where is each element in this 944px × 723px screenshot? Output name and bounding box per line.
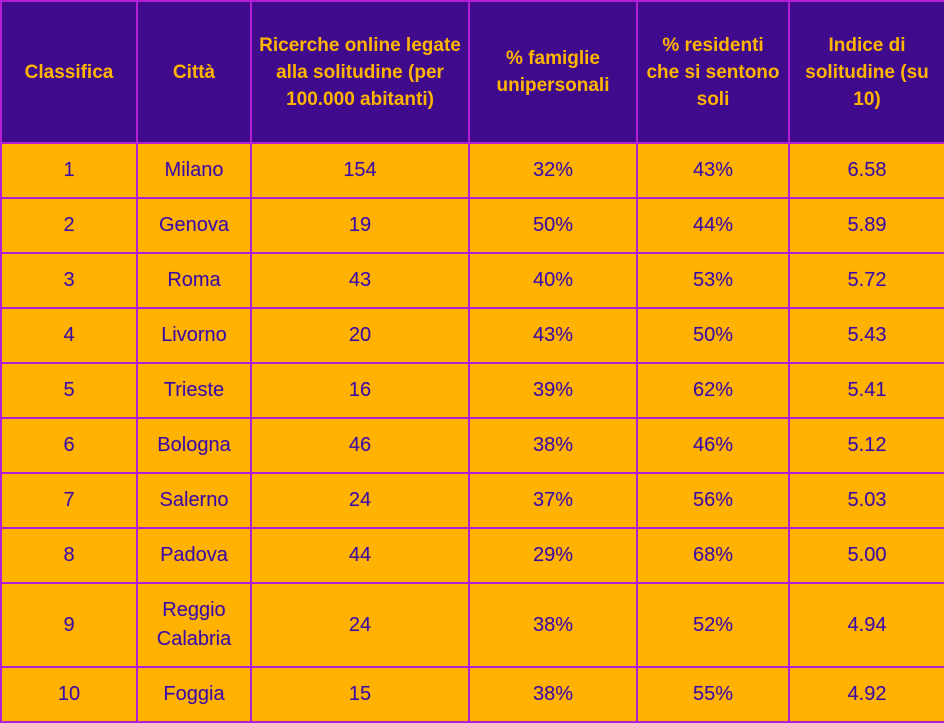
famiglie-cell: 29% — [468, 527, 638, 584]
rank-cell: 10 — [0, 666, 138, 723]
city-cell: Genova — [136, 197, 252, 254]
rank-cell: 2 — [0, 197, 138, 254]
table-row: 8 Padova 44 29% 68% 5.00 — [0, 527, 944, 584]
table-row: 9 Reggio Calabria 24 38% 52% 4.94 — [0, 582, 944, 668]
table-body: 1 Milano 154 32% 43% 6.58 2 Genova 19 50% 44% 5.89 3… — [0, 142, 944, 723]
city-cell: Bologna — [136, 417, 252, 474]
rank-cell: 4 — [0, 307, 138, 364]
rank-cell: 8 — [0, 527, 138, 584]
indice-cell: 5.00 — [788, 527, 944, 584]
city-cell: Livorno — [136, 307, 252, 364]
indice-cell: 5.72 — [788, 252, 944, 309]
city-cell: Reggio Calabria — [136, 582, 252, 668]
famiglie-cell: 38% — [468, 417, 638, 474]
city-cell: Padova — [136, 527, 252, 584]
indice-cell: 5.89 — [788, 197, 944, 254]
table-row: 1 Milano 154 32% 43% 6.58 — [0, 142, 944, 199]
ricerche-cell: 44 — [250, 527, 470, 584]
ricerche-cell: 24 — [250, 472, 470, 529]
column-header-famiglie-unipersonali: % famiglie unipersonali — [468, 0, 638, 144]
ricerche-cell: 19 — [250, 197, 470, 254]
residenti-cell: 46% — [636, 417, 790, 474]
column-header-ricerche-online: Ricerche online legate alla solitudine (… — [250, 0, 470, 144]
column-header-residenti-soli: % residenti che si sentono soli — [636, 0, 790, 144]
ricerche-cell: 24 — [250, 582, 470, 668]
table-row: 4 Livorno 20 43% 50% 5.43 — [0, 307, 944, 364]
table-row: 2 Genova 19 50% 44% 5.89 — [0, 197, 944, 254]
city-cell: Foggia — [136, 666, 252, 723]
famiglie-cell: 37% — [468, 472, 638, 529]
residenti-cell: 68% — [636, 527, 790, 584]
ricerche-cell: 16 — [250, 362, 470, 419]
column-header-citta: Città — [136, 0, 252, 144]
table-row: 6 Bologna 46 38% 46% 5.12 — [0, 417, 944, 474]
famiglie-cell: 38% — [468, 582, 638, 668]
residenti-cell: 62% — [636, 362, 790, 419]
table-row: 5 Trieste 16 39% 62% 5.41 — [0, 362, 944, 419]
indice-cell: 4.94 — [788, 582, 944, 668]
ricerche-cell: 46 — [250, 417, 470, 474]
ricerche-cell: 43 — [250, 252, 470, 309]
rank-cell: 5 — [0, 362, 138, 419]
famiglie-cell: 50% — [468, 197, 638, 254]
residenti-cell: 50% — [636, 307, 790, 364]
city-cell: Trieste — [136, 362, 252, 419]
rank-cell: 9 — [0, 582, 138, 668]
ricerche-cell: 20 — [250, 307, 470, 364]
city-cell: Milano — [136, 142, 252, 199]
indice-cell: 4.92 — [788, 666, 944, 723]
residenti-cell: 52% — [636, 582, 790, 668]
residenti-cell: 44% — [636, 197, 790, 254]
residenti-cell: 56% — [636, 472, 790, 529]
famiglie-cell: 32% — [468, 142, 638, 199]
indice-cell: 5.43 — [788, 307, 944, 364]
ricerche-cell: 154 — [250, 142, 470, 199]
residenti-cell: 55% — [636, 666, 790, 723]
ricerche-cell: 15 — [250, 666, 470, 723]
indice-cell: 5.41 — [788, 362, 944, 419]
famiglie-cell: 38% — [468, 666, 638, 723]
table-header: Classifica Città Ricerche online legate … — [0, 0, 944, 144]
rank-cell: 6 — [0, 417, 138, 474]
famiglie-cell: 39% — [468, 362, 638, 419]
residenti-cell: 43% — [636, 142, 790, 199]
indice-cell: 5.12 — [788, 417, 944, 474]
table-row: 3 Roma 43 40% 53% 5.72 — [0, 252, 944, 309]
column-header-classifica: Classifica — [0, 0, 138, 144]
column-header-indice-solitudine: Indice di solitudine (su 10) — [788, 0, 944, 144]
rank-cell: 3 — [0, 252, 138, 309]
residenti-cell: 53% — [636, 252, 790, 309]
table-row: 7 Salerno 24 37% 56% 5.03 — [0, 472, 944, 529]
header-row: Classifica Città Ricerche online legate … — [0, 0, 944, 144]
indice-cell: 5.03 — [788, 472, 944, 529]
famiglie-cell: 40% — [468, 252, 638, 309]
city-cell: Roma — [136, 252, 252, 309]
indice-cell: 6.58 — [788, 142, 944, 199]
table-row: 10 Foggia 15 38% 55% 4.92 — [0, 666, 944, 723]
rank-cell: 7 — [0, 472, 138, 529]
city-cell: Salerno — [136, 472, 252, 529]
famiglie-cell: 43% — [468, 307, 638, 364]
rank-cell: 1 — [0, 142, 138, 199]
